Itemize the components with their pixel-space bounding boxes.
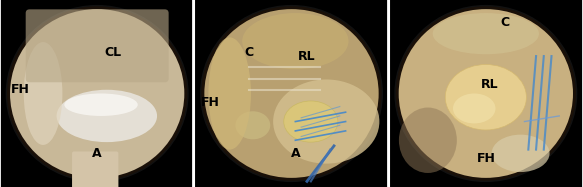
Text: C: C bbox=[501, 16, 510, 29]
Ellipse shape bbox=[57, 90, 157, 142]
Ellipse shape bbox=[273, 79, 380, 164]
Ellipse shape bbox=[284, 101, 338, 142]
Ellipse shape bbox=[209, 37, 251, 150]
Ellipse shape bbox=[64, 94, 138, 116]
FancyBboxPatch shape bbox=[72, 151, 118, 187]
Ellipse shape bbox=[399, 9, 573, 178]
Ellipse shape bbox=[236, 111, 271, 139]
Ellipse shape bbox=[453, 94, 496, 123]
Text: C: C bbox=[395, 6, 404, 19]
Ellipse shape bbox=[205, 9, 378, 178]
Text: FH: FH bbox=[201, 96, 220, 109]
Text: A: A bbox=[92, 147, 102, 160]
Text: C: C bbox=[244, 46, 254, 59]
Text: A: A bbox=[6, 6, 16, 19]
Ellipse shape bbox=[201, 6, 382, 181]
Ellipse shape bbox=[395, 6, 577, 181]
Ellipse shape bbox=[24, 42, 62, 145]
Ellipse shape bbox=[491, 135, 550, 172]
Text: RL: RL bbox=[481, 78, 498, 91]
Ellipse shape bbox=[10, 9, 184, 178]
Ellipse shape bbox=[6, 6, 188, 181]
Text: B: B bbox=[201, 6, 210, 19]
Text: FH: FH bbox=[476, 152, 496, 165]
FancyBboxPatch shape bbox=[26, 9, 168, 82]
Ellipse shape bbox=[399, 108, 457, 173]
Ellipse shape bbox=[243, 13, 349, 69]
Text: CL: CL bbox=[104, 46, 121, 59]
Text: RL: RL bbox=[298, 50, 316, 63]
Text: A: A bbox=[290, 147, 300, 160]
Ellipse shape bbox=[445, 65, 526, 130]
Text: FH: FH bbox=[10, 83, 29, 96]
Ellipse shape bbox=[433, 13, 539, 54]
